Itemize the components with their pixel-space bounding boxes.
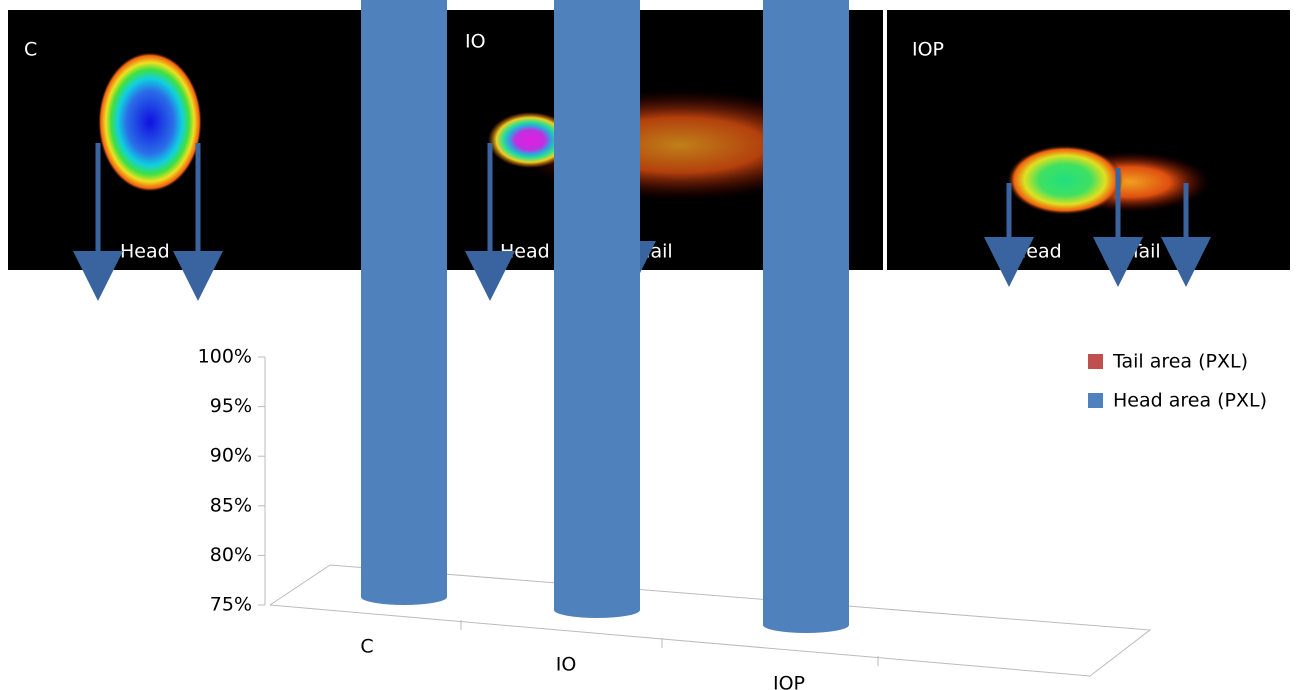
comet-head bbox=[98, 52, 202, 192]
y-tick-label: 80% bbox=[210, 544, 252, 566]
bar bbox=[763, 0, 849, 625]
panel-bg bbox=[887, 10, 1290, 270]
y-tick-label: 100% bbox=[198, 346, 252, 368]
x-tick-label: C bbox=[360, 636, 373, 658]
panel-bg bbox=[8, 10, 402, 270]
y-tick-label: 95% bbox=[210, 395, 252, 417]
panel-label: IO bbox=[465, 31, 486, 53]
legend-swatch bbox=[1088, 393, 1103, 408]
comet-head bbox=[1007, 145, 1123, 215]
y-tick-label: 90% bbox=[210, 445, 252, 467]
bar bbox=[361, 0, 447, 597]
x-tick-label: IOP bbox=[773, 673, 805, 690]
region-label: Tail bbox=[641, 241, 673, 263]
legend-swatch bbox=[1088, 354, 1103, 369]
legend-label: Head area (PXL) bbox=[1113, 390, 1267, 412]
legend-label: Tail area (PXL) bbox=[1112, 351, 1248, 373]
x-tick-label: IO bbox=[556, 654, 577, 676]
region-label: Head bbox=[500, 241, 550, 263]
page: C Head IO Head Tail IOP Head Tail 75% 80%… bbox=[0, 0, 1298, 690]
panel-label: IOP bbox=[912, 39, 944, 61]
bar bbox=[554, 0, 640, 610]
panel-c: C Head bbox=[8, 10, 402, 270]
region-label: Head bbox=[120, 241, 170, 263]
y-tick-label: 85% bbox=[210, 494, 252, 516]
region-label: Head bbox=[1012, 241, 1062, 263]
y-tick-label: 75% bbox=[210, 594, 252, 616]
panel-iop: IOP Head Tail bbox=[887, 10, 1290, 270]
region-label: Tail bbox=[1129, 241, 1161, 263]
panel-label: C bbox=[24, 39, 37, 61]
